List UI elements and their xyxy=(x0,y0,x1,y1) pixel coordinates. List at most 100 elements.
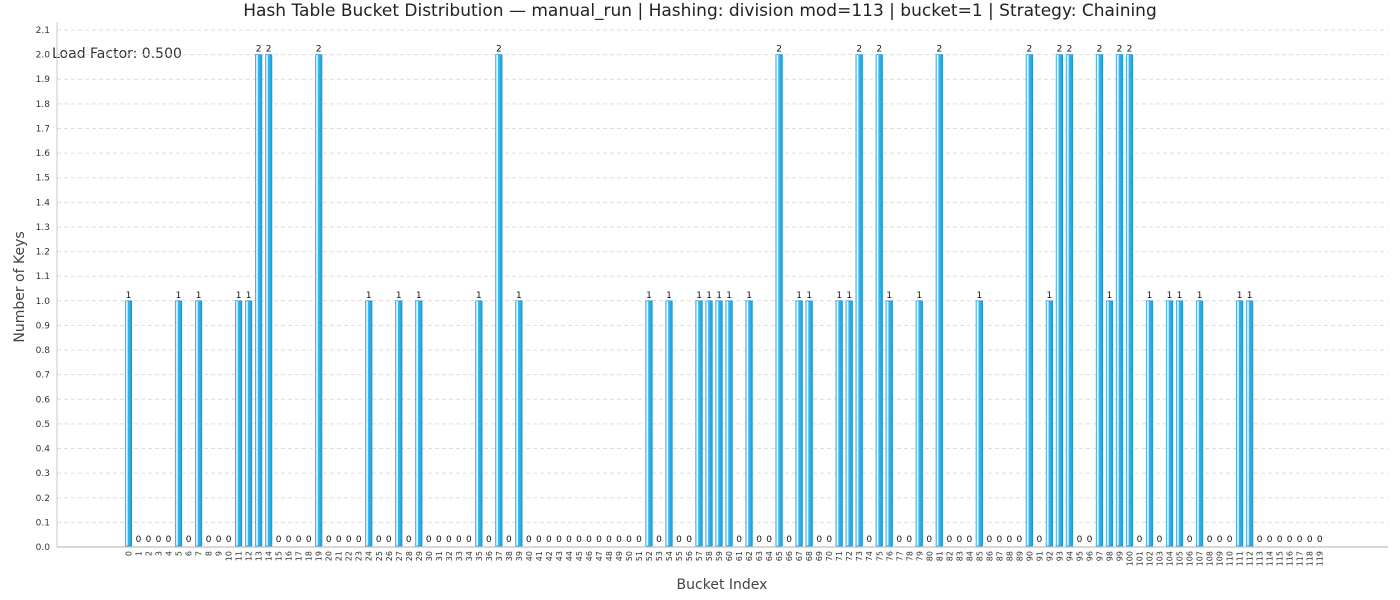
x-tick-label: 90 xyxy=(1025,551,1034,561)
data-label: 0 xyxy=(1217,535,1223,545)
bar-highlight xyxy=(1047,301,1049,546)
x-tick-label: 4 xyxy=(165,551,174,556)
data-label: 2 xyxy=(1117,45,1123,55)
data-label: 1 xyxy=(796,291,802,301)
bar xyxy=(515,300,523,547)
data-label: 2 xyxy=(1027,45,1033,55)
x-tick-label: 115 xyxy=(1276,551,1285,566)
x-tick-label: 99 xyxy=(1115,551,1124,561)
y-tick-label: 0.3 xyxy=(36,469,50,479)
y-tick-label: 1.7 xyxy=(36,124,50,134)
x-tick-label: 7 xyxy=(195,551,204,556)
data-label: 1 xyxy=(716,291,722,301)
data-label: 1 xyxy=(1237,291,1243,301)
x-tick-label: 89 xyxy=(1015,551,1024,561)
data-label: 1 xyxy=(646,291,652,301)
data-label: 0 xyxy=(1277,535,1283,545)
y-tick-label: 0.5 xyxy=(36,420,50,430)
y-tick-label: 0.6 xyxy=(36,395,51,405)
x-tick-label: 31 xyxy=(435,551,444,561)
x-tick-label: 74 xyxy=(865,551,874,561)
x-tick-label: 78 xyxy=(905,551,914,561)
x-tick-label: 96 xyxy=(1085,551,1094,561)
bar-highlight xyxy=(1107,301,1109,546)
y-tick-label: 1.0 xyxy=(36,297,51,307)
bar-highlight xyxy=(876,55,879,546)
bar xyxy=(245,300,253,547)
x-tick-labels: 0 1 2 3 4 5 6 7 8 9 10 11 12 13 14 15 16 17 18 19 20 21 22 23 24… xyxy=(125,551,1325,566)
x-tick-label: 80 xyxy=(925,551,934,561)
x-tick-label: 0 xyxy=(125,551,134,556)
data-label: 1 xyxy=(1197,291,1203,301)
data-label: 0 xyxy=(566,535,572,545)
data-label: 0 xyxy=(296,535,302,545)
bar-highlight xyxy=(716,301,719,546)
data-label: 1 xyxy=(516,291,522,301)
bar xyxy=(1095,54,1104,547)
bar-highlight xyxy=(316,55,318,546)
x-tick-label: 44 xyxy=(565,551,574,561)
x-tick-label: 10 xyxy=(225,551,234,561)
bar-highlight xyxy=(746,301,749,546)
data-label: 0 xyxy=(1317,535,1323,545)
data-label: 0 xyxy=(326,535,332,545)
data-label: 2 xyxy=(256,45,262,55)
data-label: 0 xyxy=(616,535,622,545)
x-tick-label: 43 xyxy=(555,551,564,561)
bar-highlight xyxy=(416,301,418,546)
data-label: 0 xyxy=(1157,535,1163,545)
data-label: 2 xyxy=(776,45,782,55)
x-tick-label: 70 xyxy=(825,551,834,561)
bar xyxy=(935,54,943,547)
data-label: 1 xyxy=(1107,291,1113,301)
x-tick-label: 27 xyxy=(395,551,404,561)
bar-highlight xyxy=(1237,301,1239,546)
data-label: 0 xyxy=(1257,535,1263,545)
x-tick-label: 112 xyxy=(1246,551,1255,566)
x-tick-label: 38 xyxy=(505,551,514,561)
bar-highlight xyxy=(1147,301,1149,546)
data-label: 0 xyxy=(526,535,532,545)
data-label: 0 xyxy=(426,535,432,545)
x-tick-label: 111 xyxy=(1236,551,1245,566)
x-tick-label: 102 xyxy=(1146,551,1155,566)
x-tick-label: 14 xyxy=(265,551,274,561)
y-tick-labels: 0.0 0.1 0.2 0.3 0.4 0.5 0.6 0.7 0.8 0.9 1.0 1.1 1.2 1… xyxy=(36,26,51,553)
data-label: 0 xyxy=(606,535,612,545)
x-tick-label: 15 xyxy=(275,551,284,561)
x-tick-label: 106 xyxy=(1186,551,1195,566)
x-tick-label: 108 xyxy=(1206,551,1215,566)
bar-highlight xyxy=(196,301,198,546)
data-label: 0 xyxy=(306,535,312,545)
data-label: 2 xyxy=(266,45,272,55)
x-tick-label: 19 xyxy=(315,551,324,561)
data-label: 1 xyxy=(176,291,182,301)
bar xyxy=(975,300,983,547)
x-tick-label: 95 xyxy=(1075,551,1084,561)
x-tick-label: 17 xyxy=(295,551,304,561)
x-tick-label: 32 xyxy=(445,551,454,561)
bar-highlight xyxy=(696,301,699,546)
data-label: 2 xyxy=(856,45,862,55)
x-tick-label: 22 xyxy=(345,551,354,561)
x-tick-label: 18 xyxy=(305,551,314,561)
x-tick-label: 23 xyxy=(355,551,364,561)
x-tick-label: 62 xyxy=(745,551,754,561)
bar xyxy=(265,54,273,547)
data-label: 0 xyxy=(926,535,932,545)
load-factor-annotation: Load Factor: 0.500 xyxy=(52,46,182,62)
bar-highlight xyxy=(1067,55,1069,546)
bar-highlight xyxy=(886,301,889,546)
bars xyxy=(124,54,1254,547)
bar xyxy=(775,54,783,547)
data-label: 2 xyxy=(1127,45,1133,55)
data-label: 1 xyxy=(806,291,812,301)
bar xyxy=(415,300,423,547)
data-label: 0 xyxy=(1077,535,1083,545)
x-tick-label: 60 xyxy=(725,551,734,561)
bar xyxy=(1175,300,1184,547)
data-label: 2 xyxy=(316,45,322,55)
y-tick-label: 0.0 xyxy=(36,543,51,553)
data-label: 2 xyxy=(1097,45,1103,55)
bar xyxy=(745,300,753,547)
